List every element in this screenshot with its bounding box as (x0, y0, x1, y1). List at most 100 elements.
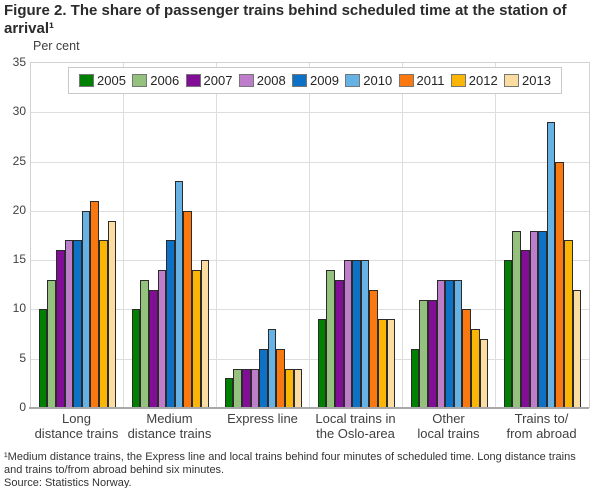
bar (352, 260, 361, 408)
bar (267, 329, 277, 408)
bar (224, 378, 234, 408)
bar (73, 240, 82, 408)
footnote-line1: ¹Medium distance trains, the Express lin… (4, 451, 576, 463)
gridline-horizontal (31, 260, 589, 262)
bar (56, 250, 65, 408)
legend: 2005 2006 2007 2008 2009 2010 2011 2012 2013 (68, 67, 562, 94)
gridline-vertical (495, 63, 496, 408)
footnote-line2: and trains to/from abroad behind six min… (4, 464, 225, 476)
legend-swatch (345, 74, 361, 87)
legend-item: 2008 (238, 73, 286, 88)
gridline-vertical (402, 63, 403, 408)
x-category-label: Other local trains (417, 411, 480, 441)
bar (47, 279, 57, 408)
bar (377, 319, 387, 408)
bar (360, 260, 370, 408)
legend-label: 2011 (416, 73, 445, 88)
figure-title-line2: arrival¹ (4, 20, 55, 37)
gridline-vertical (123, 63, 124, 408)
legend-item: 2011 (398, 73, 445, 88)
bar (453, 279, 463, 408)
legend-item: 2005 (79, 73, 126, 88)
bar (81, 210, 91, 408)
bar (326, 270, 336, 408)
bar-group (31, 63, 124, 408)
legend-swatch (132, 74, 148, 87)
bar (335, 279, 344, 408)
bar (90, 201, 99, 408)
x-category-label: Trains to/from abroad (506, 411, 577, 441)
y-tick-label: 25 (12, 153, 26, 168)
gridline-vertical (309, 63, 310, 408)
legend-label: 2005 (97, 73, 126, 88)
bar (183, 210, 192, 408)
bar (410, 348, 420, 408)
legend-swatch (79, 74, 94, 87)
gridline-horizontal (31, 358, 589, 360)
y-tick-label: 5 (19, 350, 26, 365)
x-category-label: Long distance trains (34, 411, 119, 441)
bar (250, 368, 260, 408)
figure-title-line1: Figure 2. The share of passenger trains … (4, 2, 567, 19)
bar (64, 240, 74, 408)
bar (555, 161, 564, 408)
legend-swatch (504, 74, 520, 87)
bar (428, 299, 437, 408)
x-category-label: Medium distance trains (127, 411, 212, 441)
bar (242, 368, 251, 408)
bar (284, 368, 294, 408)
x-category-label: Express line (227, 411, 298, 426)
bar (191, 270, 201, 408)
gridline-horizontal (31, 112, 589, 114)
gridline-vertical (216, 63, 217, 408)
bar (149, 289, 158, 408)
bar (98, 240, 108, 408)
y-axis-tick-labels: 0 5 10 15 20 25 30 35 (0, 55, 26, 414)
y-tick-label: 20 (12, 202, 26, 217)
bar-group (403, 63, 496, 408)
bar (538, 230, 547, 408)
legend-swatch (450, 74, 466, 87)
legend-label: 2008 (256, 73, 286, 88)
y-tick-label: 30 (12, 104, 26, 119)
bar (436, 279, 446, 408)
bar-group (124, 63, 217, 408)
bar (233, 368, 243, 408)
legend-item: 2012 (450, 73, 498, 88)
bar (521, 250, 530, 408)
source-line: Source: Statistics Norway. (4, 477, 132, 488)
bar (293, 368, 303, 408)
legend-item: 2009 (292, 73, 339, 88)
plot-area: 2005 2006 2007 2008 2009 2010 2011 2012 2013 (30, 62, 590, 408)
legend-swatch (185, 74, 201, 87)
bar (259, 348, 268, 408)
y-tick-label: 10 (12, 301, 26, 316)
y-axis-unit-label: Per cent (33, 39, 80, 53)
legend-label: 2009 (310, 73, 339, 88)
bar (479, 339, 489, 408)
legend-label: 2006 (150, 73, 180, 88)
bar (131, 309, 141, 408)
legend-item: 2010 (345, 73, 392, 88)
bar (445, 279, 454, 408)
bar-group (310, 63, 403, 408)
legend-label: 2012 (468, 73, 498, 88)
bar (386, 319, 396, 408)
bar (462, 309, 471, 408)
bar (276, 348, 285, 408)
gridline-horizontal (31, 161, 589, 163)
bar (572, 289, 582, 408)
x-axis-line (29, 407, 589, 409)
bar (563, 240, 573, 408)
bar (140, 279, 150, 408)
y-tick-label: 35 (12, 55, 26, 69)
y-tick-label: 15 (12, 252, 26, 267)
gridline-horizontal (31, 210, 589, 212)
bar-group (496, 63, 589, 408)
legend-item: 2013 (504, 73, 551, 88)
bar (317, 319, 327, 408)
bar (512, 230, 522, 408)
legend-swatch (238, 74, 254, 87)
footnote: ¹Medium distance trains, the Express lin… (4, 451, 606, 488)
bar (419, 299, 429, 408)
